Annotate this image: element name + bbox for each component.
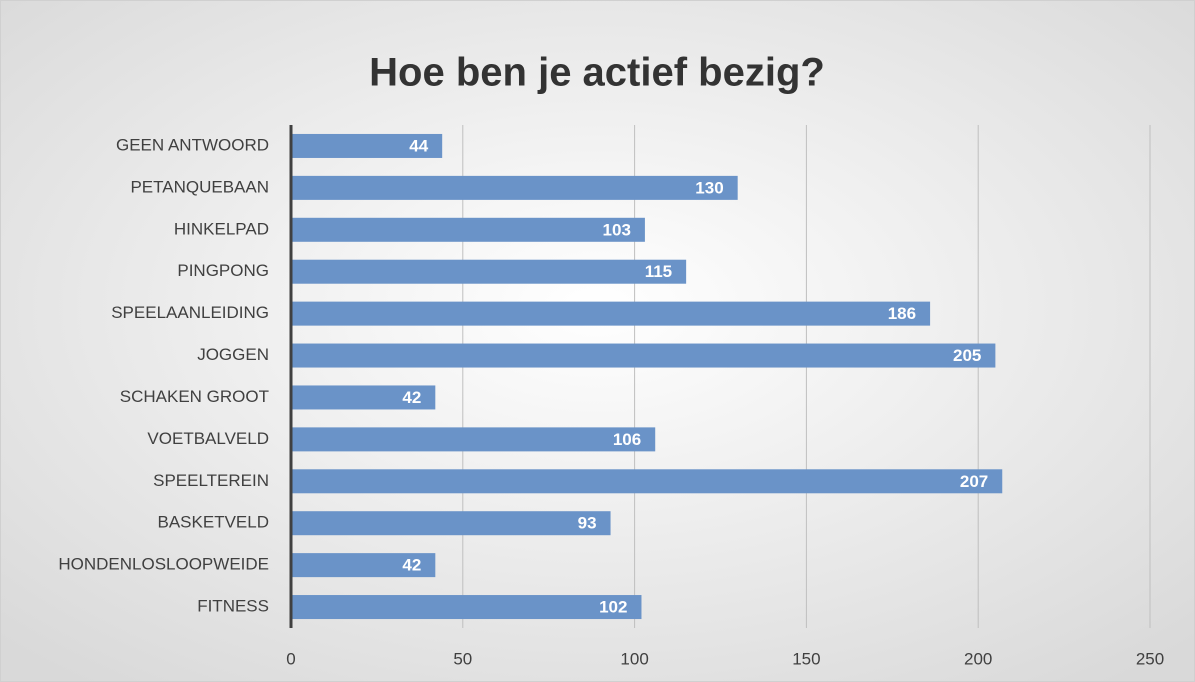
data-label: 93 xyxy=(578,514,597,533)
x-tick-label: 150 xyxy=(792,649,820,668)
x-tick-label: 200 xyxy=(964,649,992,668)
bar xyxy=(291,343,996,368)
y-tick-label: SCHAKEN GROOT xyxy=(120,387,269,406)
bar xyxy=(291,259,687,284)
data-label: 103 xyxy=(603,220,631,239)
data-label: 186 xyxy=(888,304,916,323)
bar xyxy=(291,301,931,326)
bar xyxy=(291,595,642,620)
y-tick-label: BASKETVELD xyxy=(158,513,270,532)
x-tick-label: 100 xyxy=(620,649,648,668)
data-label: 115 xyxy=(645,262,672,281)
y-tick-label: VOETBALVELD xyxy=(147,429,269,448)
data-label: 42 xyxy=(402,556,421,575)
data-label: 44 xyxy=(409,136,428,155)
bar xyxy=(291,175,738,200)
data-label: 102 xyxy=(599,598,627,617)
x-tick-label: 0 xyxy=(286,649,295,668)
x-tick-label: 250 xyxy=(1136,649,1164,668)
y-tick-label: HONDENLOSLOOPWEIDE xyxy=(58,555,269,574)
y-tick-label: PINGPONG xyxy=(177,261,269,280)
y-tick-label: FITNESS xyxy=(197,597,269,616)
y-tick-label: GEEN ANTWOORD xyxy=(116,135,269,154)
y-tick-label: JOGGEN xyxy=(197,345,269,364)
bar xyxy=(291,385,436,410)
y-tick-label: PETANQUEBAAN xyxy=(130,177,269,196)
bar xyxy=(291,469,1003,494)
bar xyxy=(291,511,611,536)
chart-title: Hoe ben je actief bezig? xyxy=(369,51,825,95)
y-tick-label: SPEELTEREIN xyxy=(153,471,269,490)
data-label: 205 xyxy=(953,346,981,365)
data-label: 207 xyxy=(960,472,988,491)
data-label: 106 xyxy=(613,430,641,449)
y-tick-label: HINKELPAD xyxy=(174,219,269,238)
data-label: 42 xyxy=(402,388,421,407)
bar xyxy=(291,217,645,242)
data-label: 130 xyxy=(695,178,723,197)
bar xyxy=(291,133,443,158)
bar xyxy=(291,553,436,578)
y-tick-label: SPEELAANLEIDING xyxy=(111,303,269,322)
bar xyxy=(291,427,656,452)
x-tick-label: 50 xyxy=(453,649,472,668)
